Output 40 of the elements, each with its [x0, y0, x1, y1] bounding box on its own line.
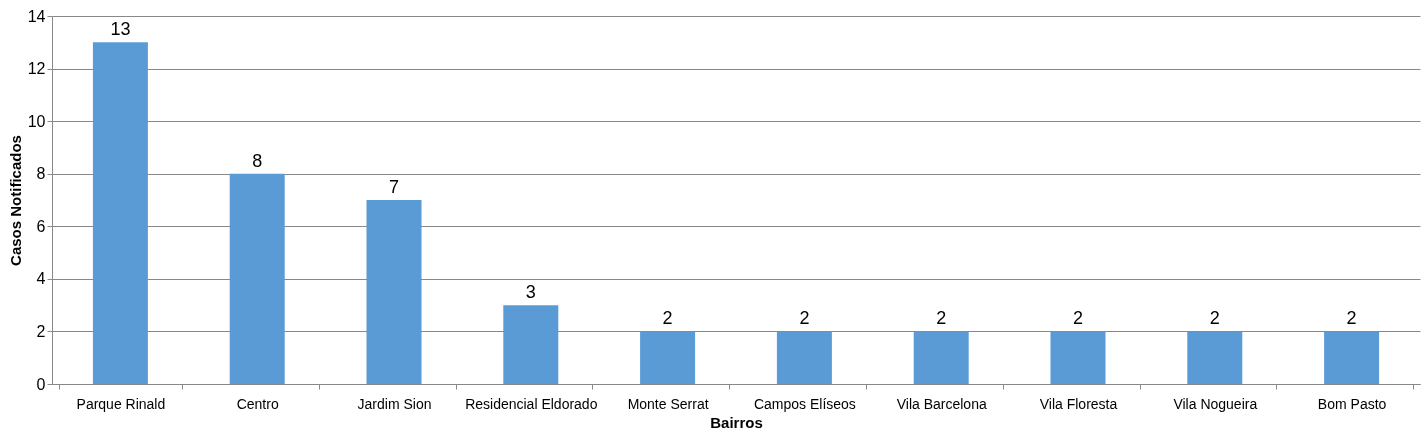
- x-tick-label: Centro: [236, 395, 279, 412]
- bar: [229, 173, 285, 384]
- x-tick-label: Vila Barcelona: [896, 395, 987, 412]
- bar: [1324, 331, 1380, 384]
- y-tick-label: 10: [27, 112, 46, 130]
- bar: [366, 200, 422, 384]
- y-tick-label: 14: [27, 7, 46, 25]
- bar: [640, 331, 696, 384]
- data-label: 2: [936, 308, 947, 329]
- data-label: 2: [799, 308, 810, 329]
- x-tick-label: Residencial Eldorado: [465, 395, 598, 412]
- x-axis-title: Bairros: [710, 413, 763, 431]
- data-label: 2: [662, 308, 673, 329]
- data-label: 2: [1346, 308, 1357, 329]
- y-tick-label: 6: [36, 217, 46, 235]
- y-tick-label: 12: [27, 60, 46, 78]
- bar: [1187, 331, 1243, 384]
- x-tick-label: Vila Nogueira: [1173, 395, 1258, 412]
- y-tick-label: 0: [36, 375, 46, 393]
- bar: [503, 305, 559, 384]
- y-tick-label: 8: [36, 165, 46, 183]
- x-tick-label: Jardim Sion: [357, 395, 432, 412]
- y-tick-label: 2: [36, 322, 46, 340]
- data-label: 13: [110, 19, 131, 40]
- y-tick-label: 4: [36, 270, 46, 288]
- data-label: 8: [252, 150, 263, 171]
- bar: [776, 331, 832, 384]
- data-label: 3: [525, 282, 536, 303]
- bar: [913, 331, 969, 384]
- x-tick-label: Monte Serrat: [627, 395, 709, 412]
- bar: [92, 42, 148, 384]
- data-label: 2: [1209, 308, 1220, 329]
- x-tick-label: Bom Pasto: [1317, 395, 1387, 412]
- x-tick-label: Vila Floresta: [1039, 395, 1118, 412]
- data-label: 7: [388, 177, 400, 197]
- data-label: 2: [1072, 308, 1084, 329]
- y-axis-title: Casos Notificados: [6, 135, 24, 266]
- x-tick-label: Parque Rinald: [76, 395, 166, 412]
- x-tick-label: Campos Elíseos: [753, 395, 856, 412]
- bar: [1050, 331, 1106, 384]
